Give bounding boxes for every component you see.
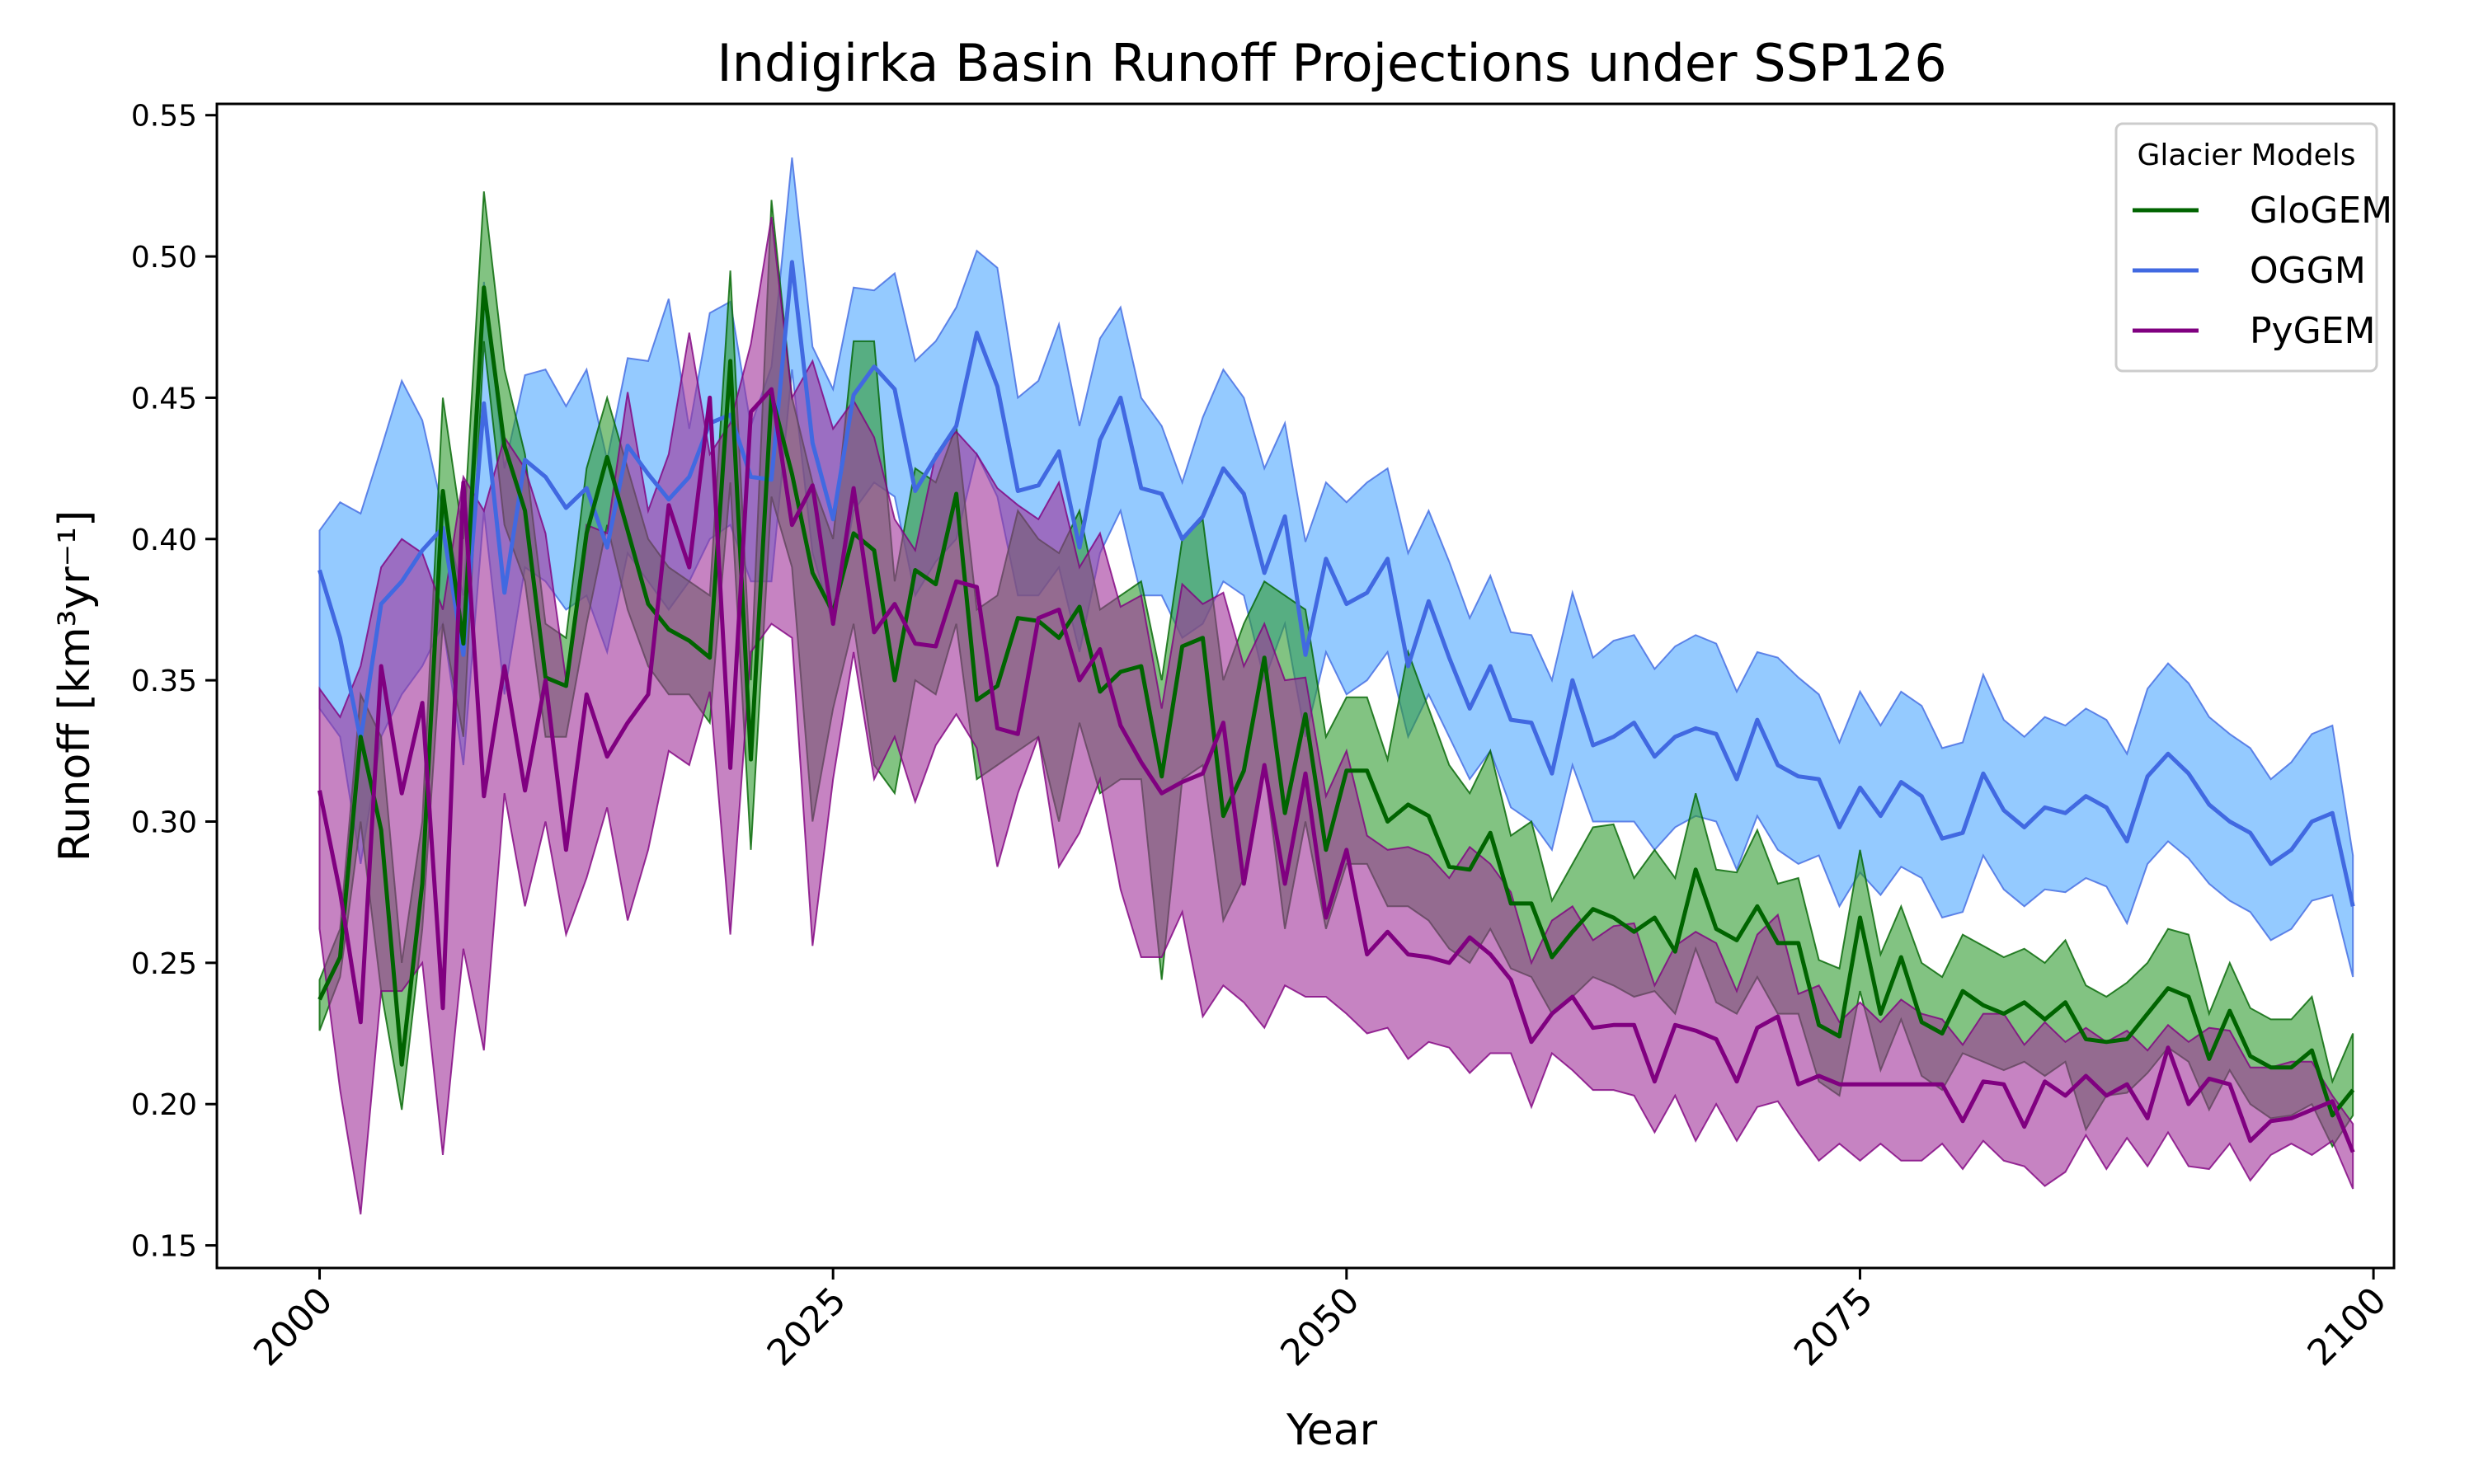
legend-label-oggm: OGGM xyxy=(2250,250,2366,292)
x-axis: 2000 2025 2050 2075 2100 xyxy=(246,1268,2395,1374)
x-tick-label: 2050 xyxy=(1272,1280,1367,1374)
x-tick-label: 2075 xyxy=(1786,1280,1881,1374)
y-tick-label: 0.25 xyxy=(131,947,197,981)
plot-frame xyxy=(215,102,2396,1270)
y-axis-label: Runoff [km³yr⁻¹] xyxy=(50,510,100,862)
y-tick-label: 0.40 xyxy=(131,524,197,557)
line-oggm xyxy=(317,260,2355,907)
x-tick-label: 2025 xyxy=(760,1280,854,1374)
chart-title: Indigirka Basin Runoff Projections under… xyxy=(717,33,1946,93)
y-tick-label: 0.55 xyxy=(131,100,197,134)
y-tick-label: 0.20 xyxy=(131,1088,197,1122)
series-lines xyxy=(317,260,2355,1153)
uncertainty-bands xyxy=(318,157,2354,1215)
y-tick-label: 0.50 xyxy=(131,241,197,275)
legend-items: GloGEM OGGM PyGEM xyxy=(2133,190,2392,352)
legend-box xyxy=(2114,122,2378,373)
x-tick-label: 2000 xyxy=(246,1280,341,1374)
legend-label-glogem: GloGEM xyxy=(2250,190,2392,232)
x-tick-label: 2100 xyxy=(2300,1280,2395,1374)
y-tick-label: 0.30 xyxy=(131,806,197,840)
y-tick-label: 0.35 xyxy=(131,665,197,698)
legend: Glacier Models GloGEM OGGM PyGEM xyxy=(2114,122,2392,373)
band-pygem xyxy=(318,216,2354,1215)
y-tick-label: 0.45 xyxy=(131,382,197,416)
legend-label-pygem: PyGEM xyxy=(2250,310,2375,352)
y-tick-label: 0.15 xyxy=(131,1230,197,1264)
legend-title: Glacier Models xyxy=(2138,139,2356,172)
x-axis-label: Year xyxy=(1286,1406,1378,1455)
y-axis: 0.15 0.20 0.25 0.30 0.35 0.40 0.45 0.50 0.55 xyxy=(131,100,217,1264)
line-pygem xyxy=(317,387,2355,1153)
